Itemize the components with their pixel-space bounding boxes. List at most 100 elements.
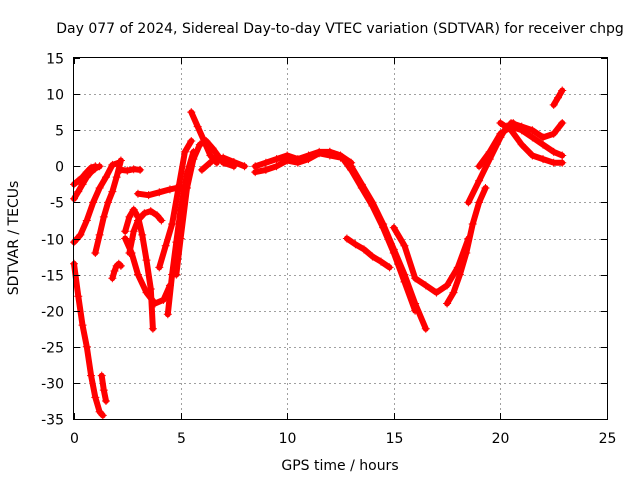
series-line: [71, 260, 106, 419]
data-point: [421, 324, 430, 333]
series-line: [465, 120, 517, 206]
data-point: [82, 216, 91, 225]
x-tick-label: 10: [279, 431, 297, 447]
data-point: [464, 198, 473, 207]
data-point: [475, 198, 484, 207]
data-point: [539, 140, 548, 149]
series-arc-1: [70, 259, 107, 420]
data-point: [342, 234, 351, 243]
data-point: [153, 211, 162, 220]
data-point: [304, 155, 313, 164]
data-point: [97, 371, 106, 380]
data-point: [91, 164, 100, 173]
y-tick-label: 10: [46, 88, 64, 104]
plot-frame: [73, 57, 608, 420]
data-point: [174, 183, 183, 192]
data-point: [411, 306, 420, 315]
data-point: [101, 396, 110, 405]
data-point: [481, 183, 490, 192]
data-point: [368, 252, 377, 261]
data-point: [336, 151, 345, 160]
data-point: [240, 162, 249, 171]
data-point: [219, 153, 228, 162]
data-point: [193, 122, 202, 131]
y-axis-label: SDTVAR / TECUs: [6, 181, 22, 296]
data-point: [121, 227, 130, 236]
data-point: [95, 230, 104, 239]
data-point: [151, 299, 160, 308]
data-point: [136, 165, 145, 174]
data-point: [379, 223, 388, 232]
data-point: [261, 165, 270, 174]
chart-title: Day 077 of 2024, Sidereal Day-to-day VTE…: [56, 21, 624, 37]
data-point: [172, 270, 181, 279]
series-line: [343, 235, 393, 271]
data-point: [155, 188, 164, 197]
x-tick-label: 20: [492, 431, 510, 447]
x-tick-label: 0: [70, 431, 79, 447]
x-tick-label: 15: [386, 431, 404, 447]
data-point: [197, 165, 206, 174]
data-point: [76, 230, 85, 239]
data-point: [82, 342, 91, 351]
data-point: [549, 100, 558, 109]
data-point: [200, 137, 209, 146]
data-point: [101, 173, 110, 182]
axis-ticks: [74, 58, 608, 420]
data-point: [558, 151, 567, 160]
data-point: [114, 259, 123, 268]
series-line: [508, 120, 566, 141]
data-point: [549, 129, 558, 138]
data-point: [517, 140, 526, 149]
data-point: [148, 324, 157, 333]
data-point: [357, 183, 366, 192]
data-point: [549, 158, 558, 167]
data-point: [98, 411, 107, 420]
data-point: [272, 155, 281, 164]
data-point: [293, 158, 302, 167]
data-point: [315, 149, 324, 158]
y-tick-label: -5: [50, 196, 64, 212]
grid: [74, 58, 607, 419]
y-tick-label: -20: [41, 305, 64, 321]
data-point: [112, 173, 121, 182]
data-point: [95, 162, 104, 171]
data-point: [74, 292, 83, 301]
data-point: [432, 288, 441, 297]
data-point: [261, 158, 270, 167]
x-tick-labels: 0 5 10 15 20 25: [70, 431, 616, 447]
data-point: [539, 133, 548, 142]
data-point: [116, 156, 125, 165]
y-tick-label: 5: [55, 124, 64, 140]
data-point: [475, 162, 484, 171]
data-point: [129, 165, 138, 174]
data-point: [95, 407, 104, 416]
y-tick-label: -35: [41, 413, 64, 429]
data-series: [70, 86, 567, 420]
data-point: [125, 212, 134, 221]
series-arc-23: [389, 223, 473, 297]
data-point: [421, 281, 430, 290]
data-point: [485, 147, 494, 156]
data-point: [121, 234, 130, 243]
series-arc-28: [507, 118, 567, 142]
series-line: [156, 138, 195, 271]
data-point: [517, 122, 526, 131]
data-point: [187, 108, 196, 117]
data-point: [144, 191, 153, 200]
data-point: [377, 257, 386, 266]
data-point: [176, 234, 185, 243]
data-point: [163, 310, 172, 319]
series-arc-13: [155, 137, 196, 272]
data-point: [558, 86, 567, 95]
data-point: [110, 266, 119, 275]
y-tick-label: -30: [41, 377, 64, 393]
data-point: [283, 156, 292, 165]
x-tick-label: 5: [177, 431, 186, 447]
data-point: [123, 166, 132, 175]
data-point: [368, 202, 377, 211]
y-tick-label: -10: [41, 233, 64, 249]
series-arc-24: [443, 183, 490, 308]
data-point: [133, 189, 142, 198]
series-arc-8: [116, 165, 145, 175]
